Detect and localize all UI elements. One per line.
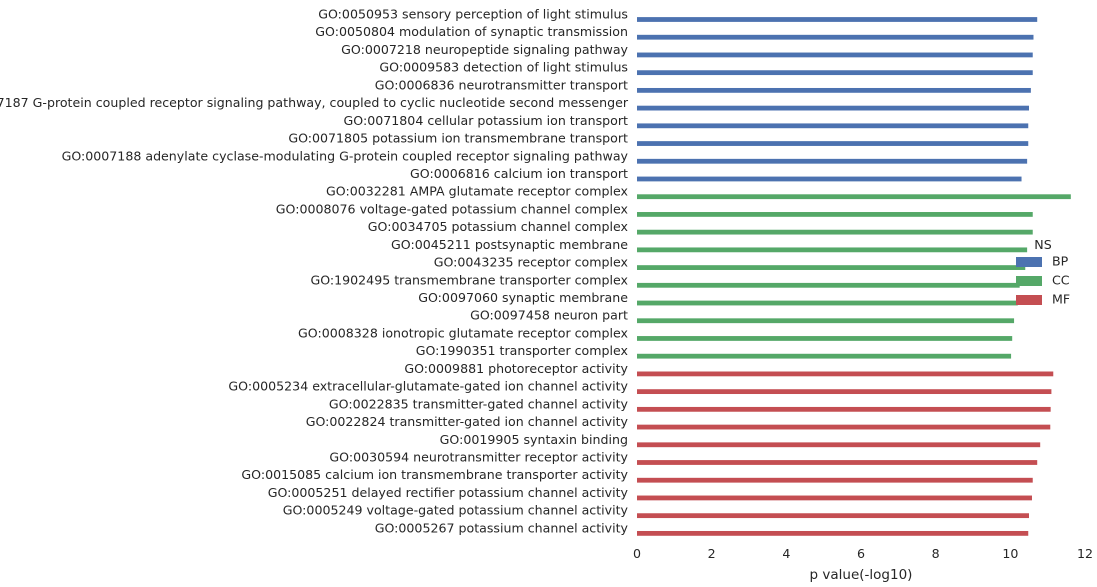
- bar-bp: [637, 70, 1033, 76]
- category-label: GO:0071805 potassium ion transmembrane t…: [288, 131, 628, 146]
- bar-bp: [637, 34, 1034, 40]
- bar-cc: [637, 194, 1071, 200]
- bar-cc: [637, 300, 1018, 306]
- category-label: GO:0019905 syntaxin binding: [440, 432, 628, 447]
- bar-mf: [637, 406, 1051, 412]
- bar-bp: [637, 52, 1033, 58]
- bar-series: [637, 17, 1071, 536]
- category-label: GO:0045211 postsynaptic membrane: [391, 237, 628, 252]
- legend-swatch-mf: [1016, 295, 1042, 305]
- bar-cc: [637, 318, 1015, 324]
- category-label: GO:0006816 calcium ion transport: [410, 166, 628, 181]
- bar-mf: [637, 530, 1029, 536]
- category-label: GO:0005267 potassium channel activity: [375, 520, 629, 535]
- category-label: GO:0050804 modulation of synaptic transm…: [315, 24, 628, 39]
- category-label: GO:0009583 detection of light stimulus: [379, 60, 628, 75]
- category-label: GO:0005249 voltage-gated potassium chann…: [283, 503, 629, 518]
- category-label: GO:0015085 calcium ion transmembrane tra…: [241, 467, 628, 482]
- bar-bp: [637, 105, 1029, 111]
- bar-bp: [637, 141, 1029, 146]
- category-label: GO:0097060 synaptic membrane: [418, 290, 628, 305]
- category-label: GO:0005234 extracellular-glutamate-gated…: [228, 379, 628, 394]
- legend-label-mf: MF: [1052, 292, 1070, 307]
- category-label: GO:0022824 transmitter-gated ion channel…: [306, 414, 629, 429]
- bar-mf: [637, 424, 1051, 430]
- legend-label-bp: BP: [1052, 254, 1069, 269]
- legend-title: NS: [1034, 237, 1051, 252]
- legend-swatch-cc: [1016, 276, 1042, 286]
- bar-mf: [637, 495, 1032, 501]
- x-tick-label: 0: [633, 546, 641, 561]
- category-label: GO:0008076 voltage-gated potassium chann…: [276, 201, 629, 216]
- x-tick-label: 12: [1077, 546, 1093, 561]
- category-label: GO:0030594 neurotransmitter receptor act…: [329, 450, 628, 465]
- legend-label-cc: CC: [1052, 273, 1070, 288]
- bar-mf: [637, 371, 1054, 377]
- category-label: GO:1902495 transmembrane transporter com…: [310, 272, 628, 287]
- x-tick-label: 8: [932, 546, 940, 561]
- bar-cc: [637, 336, 1013, 341]
- legend-swatch-bp: [1016, 257, 1042, 267]
- bar-mf: [637, 442, 1041, 448]
- bar-mf: [637, 477, 1033, 483]
- bar-bp: [637, 87, 1031, 93]
- category-label: GO:0007187 G-protein coupled receptor si…: [0, 95, 629, 110]
- category-label: GO:0009881 photoreceptor activity: [404, 361, 628, 376]
- category-label: GO:0034705 potassium channel complex: [368, 219, 629, 234]
- category-label: GO:0005251 delayed rectifier potassium c…: [268, 485, 629, 500]
- bar-bp: [637, 158, 1028, 164]
- x-tick-label: 2: [708, 546, 716, 561]
- bar-cc: [637, 265, 1026, 270]
- bar-cc: [637, 353, 1012, 359]
- category-label: GO:0006836 neurotransmitter transport: [375, 77, 628, 92]
- x-tick-label: 6: [857, 546, 865, 561]
- x-axis-label: p value(-log10): [810, 567, 913, 583]
- category-label: GO:0071804 cellular potassium ion transp…: [344, 113, 629, 128]
- bar-mf: [637, 513, 1029, 519]
- bar-bp: [637, 17, 1038, 22]
- category-label: GO:0022835 transmitter-gated channel act…: [329, 396, 629, 411]
- category-label: GO:0097458 neuron part: [470, 308, 628, 323]
- category-label: GO:0032281 AMPA glutamate receptor compl…: [326, 184, 629, 199]
- category-label: GO:0007218 neuropeptide signaling pathwa…: [341, 42, 628, 57]
- bar-bp: [637, 123, 1029, 129]
- category-label: GO:1990351 transporter complex: [416, 343, 629, 358]
- bar-cc: [637, 212, 1033, 217]
- x-tick-label: 4: [782, 546, 790, 561]
- category-label: GO:0050953 sensory perception of light s…: [318, 7, 628, 22]
- category-label: GO:0043235 receptor complex: [434, 255, 629, 270]
- x-axis-ticks: 0 2 4 6 8 10 12: [633, 546, 1093, 561]
- bar-bp: [637, 176, 1022, 182]
- category-label: GO:0007188 adenylate cyclase-modulating …: [62, 148, 629, 163]
- bar-mf: [637, 460, 1038, 465]
- category-labels: GO:0050953 sensory perception of light s…: [0, 7, 629, 536]
- bar-mf: [637, 389, 1052, 395]
- bar-cc: [637, 229, 1033, 235]
- bar-cc: [637, 282, 1020, 288]
- bar-cc: [637, 247, 1028, 253]
- category-label: GO:0008328 ionotropic glutamate receptor…: [298, 325, 628, 340]
- x-tick-label: 10: [1002, 546, 1018, 561]
